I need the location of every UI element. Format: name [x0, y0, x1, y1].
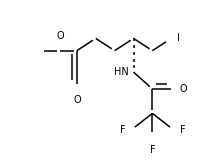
Text: HN: HN	[114, 67, 129, 77]
Text: F: F	[150, 145, 155, 155]
Text: F: F	[180, 125, 185, 135]
Text: O: O	[56, 31, 64, 41]
Text: F: F	[120, 125, 125, 135]
Text: O: O	[73, 95, 81, 105]
Text: O: O	[180, 84, 187, 94]
Text: I: I	[177, 33, 180, 43]
